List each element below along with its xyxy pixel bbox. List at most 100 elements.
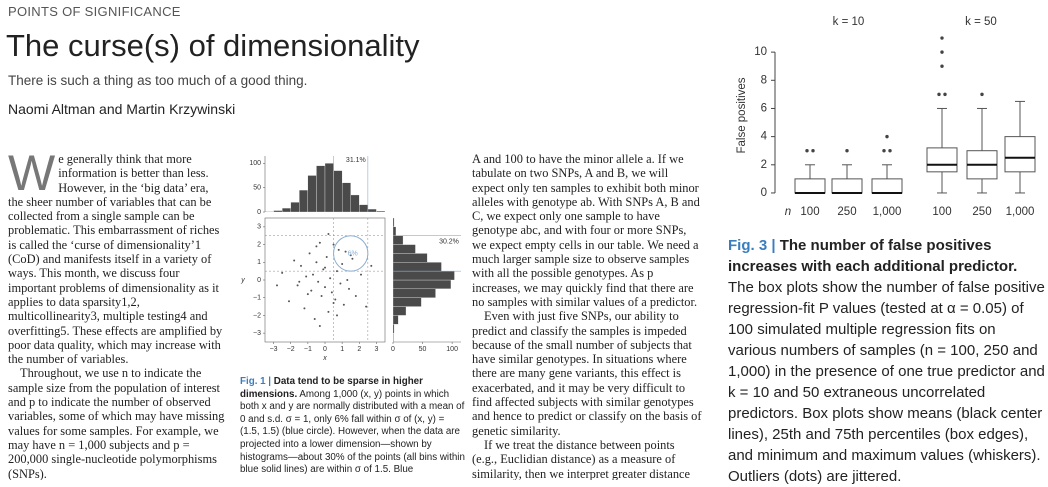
box [832,179,862,193]
y-tick-label: 2 [761,159,767,171]
data-point [339,283,341,285]
data-point [327,233,329,235]
data-point [329,277,331,279]
histogram-bar [393,227,396,236]
data-point [319,325,321,327]
data-point [288,300,290,302]
data-point [336,270,338,272]
x-tick-label: −1 [304,346,312,353]
data-point [298,281,300,283]
data-point [326,256,328,258]
x-tick-label: 100 [800,206,819,218]
caption-text: The box plots show the number of false p… [728,279,1045,485]
histogram-bar [393,315,398,324]
y-tick-label: 3 [257,224,261,231]
y-tick-label: 0 [761,187,767,199]
figure-caption: Fig. 1 | Data tend to be sparse in highe… [240,376,466,480]
histogram-bar [393,271,454,280]
outlier [940,65,943,68]
y-tick-label: 1 [257,259,261,266]
histogram-bar [368,209,377,212]
histogram-bar [282,208,291,212]
y-tick-label: −3 [253,330,261,337]
x-tick-label: 1,000 [1006,206,1035,218]
box [1005,137,1035,172]
histogram-label: 31.1% [346,157,366,164]
y-tick-label: −1 [253,295,261,302]
data-point [355,295,357,297]
data-point [351,258,353,260]
data-point [336,314,338,316]
data-point [314,318,316,320]
paragraph: Even with just five SNPs, our ability to… [472,309,702,438]
y-tick-label: 50 [253,184,261,191]
data-point [370,265,372,267]
figure-caption: Fig. 3 | The number of false positives i… [728,235,1046,487]
outlier [940,36,943,39]
x-tick-label: 250 [972,206,991,218]
histogram-bar [393,298,421,307]
data-point [276,284,278,286]
histogram-bar [393,280,451,289]
histogram-bar [393,333,394,342]
data-point [343,304,345,306]
data-point [317,281,319,283]
histogram-bar [393,245,415,254]
histogram-bar [342,183,351,212]
x-axis-label: n [785,206,791,218]
histogram-label: 30.2% [439,239,459,246]
data-point [303,307,305,309]
circle-label: 6% [348,250,358,257]
article-title: The curse(s) of dimensionality [6,28,420,64]
data-point [300,265,302,267]
data-point [346,279,348,281]
plot-frame [265,218,385,342]
y-axis-label: y [240,277,245,284]
caption-label: Fig. 3 | [728,237,776,254]
histogram-bar [299,190,308,212]
y-tick-label: 0 [257,277,261,284]
caption-text: Among 1,000 (x, y) points in which both … [240,389,465,476]
data-point [312,274,314,276]
data-point [365,306,367,308]
data-point [307,293,309,295]
data-point [293,260,295,262]
outlier [805,149,808,152]
drop-cap: W [8,154,55,192]
histogram-bar [393,253,427,262]
data-point [341,263,343,265]
data-point [309,252,311,254]
histogram-bar [308,175,317,212]
histogram-bar [376,211,385,212]
data-point [315,245,317,247]
data-point [334,298,336,300]
data-point [324,286,326,288]
x-tick-label: 0 [391,346,395,353]
x-tick-label: 50 [419,346,427,353]
outlier [811,149,814,152]
x-tick-label: 2 [357,346,361,353]
histogram-bar [393,218,394,227]
outlier [943,93,946,96]
paragraph: A and 100 to have the minor allele a. If… [472,152,702,309]
y-tick-label: 0 [257,209,261,216]
data-point [281,272,283,274]
x-tick-label: 100 [446,346,458,353]
text-column: A and 100 to have the minor allele a. If… [472,152,702,480]
paragraph: Throughout, we use n to indicate the sam… [8,366,226,480]
x-tick-label: 1,000 [873,206,902,218]
data-point [305,275,307,277]
histogram-bar [351,195,360,212]
panel-label: k = 50 [965,16,997,28]
y-axis-label: False positives [736,77,748,153]
y-tick-label: 6 [761,102,767,114]
data-point [319,242,321,244]
paragraph: If we treat the distance between points … [472,438,702,480]
y-tick-label: 10 [754,46,767,58]
histogram-bar [393,236,403,245]
box [927,148,957,172]
x-tick-label: 3 [374,346,378,353]
